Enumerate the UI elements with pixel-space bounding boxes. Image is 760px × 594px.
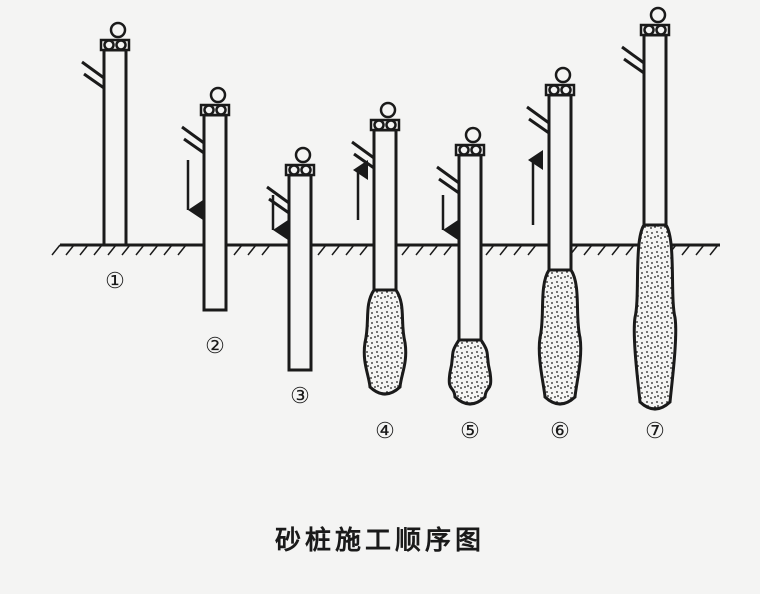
step-label-3: ③ (290, 383, 310, 408)
step-label-7: ⑦ (645, 418, 665, 443)
diagram-page: ① ② ③ ④ ⑤ ⑥ ⑦ 砂桩施工顺序图 (0, 0, 760, 594)
step-label-1: ① (105, 268, 125, 293)
diagram-caption: 砂桩施工顺序图 (0, 520, 760, 557)
step-label-4: ④ (375, 418, 395, 443)
step-4: ④ (352, 103, 406, 443)
step-7: ⑦ (622, 8, 676, 443)
step-5: ⑤ (437, 128, 491, 443)
step-label-2: ② (205, 333, 225, 358)
step-1: ① (82, 23, 129, 293)
step-label-5: ⑤ (460, 418, 480, 443)
sand-pile-diagram: ① ② ③ ④ ⑤ ⑥ ⑦ (0, 0, 760, 594)
step-2: ② (182, 88, 229, 358)
step-label-6: ⑥ (550, 418, 570, 443)
step-3: ③ (267, 148, 314, 408)
step-6: ⑥ (527, 68, 581, 443)
